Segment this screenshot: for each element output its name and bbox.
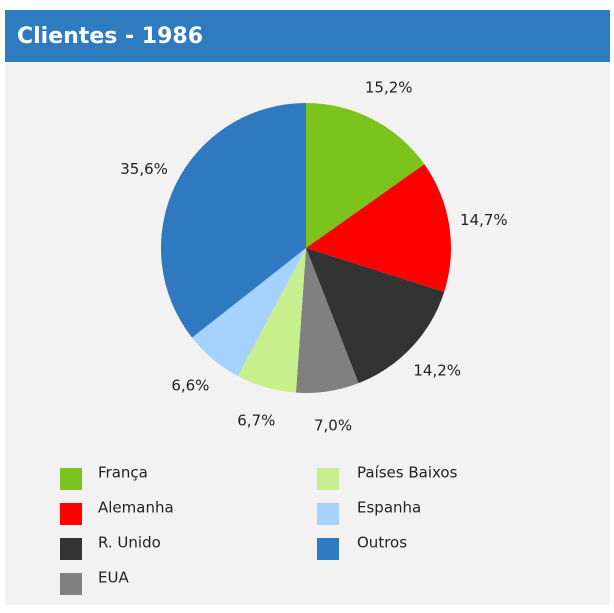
legend-swatch — [60, 468, 82, 490]
legend-label: EUA — [98, 569, 129, 587]
legend-label: Espanha — [357, 499, 421, 517]
value-label: 14,2% — [413, 362, 461, 380]
legend-swatch — [60, 503, 82, 525]
legend-label: Países Baixos — [357, 464, 458, 482]
pie-slice — [306, 103, 425, 248]
pie-slice — [306, 164, 452, 292]
value-label: 6,6% — [171, 376, 209, 394]
legend-swatch — [60, 538, 82, 560]
value-label: 14,7% — [460, 211, 508, 229]
value-label: 6,7% — [237, 412, 275, 430]
legend-label: R. Unido — [98, 534, 161, 552]
legend-label: França — [98, 464, 148, 482]
value-label: 7,0% — [314, 416, 352, 434]
header — [5, 10, 610, 62]
pie-slice — [237, 248, 306, 393]
legend-label: Outros — [357, 534, 407, 552]
legend-swatch — [317, 538, 339, 560]
pie-slice — [191, 248, 306, 376]
legend-swatch — [317, 503, 339, 525]
chart-title: Clientes - 1986 — [17, 24, 203, 49]
value-label: 35,6% — [120, 160, 168, 178]
legend-swatch — [60, 573, 82, 595]
legend-label: Alemanha — [98, 499, 174, 517]
pie-slice — [295, 248, 359, 393]
pie-slice — [161, 102, 306, 338]
value-label: 15,2% — [365, 79, 413, 97]
pie-slice — [306, 248, 445, 384]
legend-swatch — [317, 468, 339, 490]
